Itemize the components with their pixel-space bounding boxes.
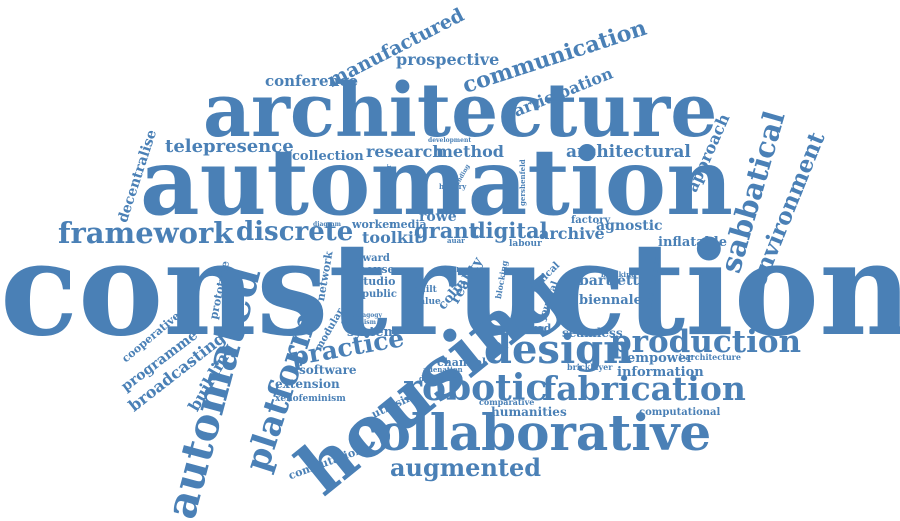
word-collection: collection [292, 149, 364, 164]
word-telepresence: telepresence [165, 136, 294, 157]
word-value: value [414, 297, 441, 307]
word-dymaxion: dymaxion [419, 374, 457, 383]
word-built: built [413, 285, 437, 295]
word-channel: channel [437, 356, 486, 369]
word-system: system [347, 325, 398, 340]
word-conference: conference [265, 72, 359, 90]
word-development: development [428, 137, 472, 144]
word-information: information [617, 365, 704, 380]
word-bricklayer: bricklayer [567, 362, 613, 372]
word-auar: auar [447, 236, 465, 245]
word-fabrication: fabrication [542, 369, 746, 408]
word-public: public [362, 289, 397, 300]
word-buckminster: buckminster [384, 164, 393, 214]
word-xenofeminism: xenofeminism [275, 394, 346, 404]
word-toolkit: toolkit [362, 228, 422, 247]
word-software: software [299, 363, 357, 377]
word-breaking: breaking [601, 270, 637, 279]
word-computational: computational [639, 407, 721, 418]
word-capitalism: capitalism [341, 319, 376, 326]
word-diagram: diagram [313, 221, 341, 228]
word-method: method [436, 142, 504, 161]
word-augmented: augmented [390, 453, 542, 482]
word-comparative: comparative [479, 397, 535, 407]
word-archive: archive [539, 224, 605, 243]
word-biennale: biennale [579, 293, 642, 308]
word-production: production [610, 324, 802, 360]
word-empower: empower [627, 351, 694, 366]
word-architecture: architecture [203, 68, 718, 154]
word-seamless: seamless [562, 326, 623, 340]
word-factory: factory [571, 215, 611, 226]
word-pedagogy: pedagogy [350, 312, 382, 319]
word-grant: grant [414, 218, 479, 243]
word-design: design [484, 326, 633, 373]
word-architectural: architectural [566, 142, 691, 162]
word-award: award [356, 253, 390, 264]
word-construction: construction [0, 215, 900, 365]
word-prospective: prospective [396, 50, 500, 69]
word-centred: centred [504, 322, 552, 335]
word-extension: extension [275, 377, 340, 391]
word-labour: labour [509, 239, 542, 249]
word-media: media [389, 218, 427, 231]
word-humanities: humanities [491, 405, 567, 419]
word-gershenfeld: gershenfeld [518, 159, 527, 206]
word-house: house [358, 263, 395, 276]
word-history: history [439, 182, 467, 191]
word-inflatable: inflatable [658, 235, 727, 250]
word-collaborative: collaborative [347, 403, 712, 462]
word-digital: digital [471, 218, 548, 243]
word-automation: automation [140, 128, 734, 236]
word-studio: studio [357, 275, 396, 288]
word-school: school [437, 267, 459, 274]
word-rowe: rowe [419, 209, 457, 225]
word-i-architecture: i-architecture [679, 352, 741, 362]
word-bartlett: bartlett [579, 273, 639, 289]
word-framework: framework [58, 216, 234, 250]
word-agnostic: agnostic [596, 218, 663, 234]
word-research: research [366, 142, 444, 161]
word-discrete: discrete [236, 217, 354, 247]
word-worker: worker [352, 218, 396, 231]
word-alienation: alienation [423, 365, 463, 374]
word-robotic: robotic [403, 367, 548, 409]
